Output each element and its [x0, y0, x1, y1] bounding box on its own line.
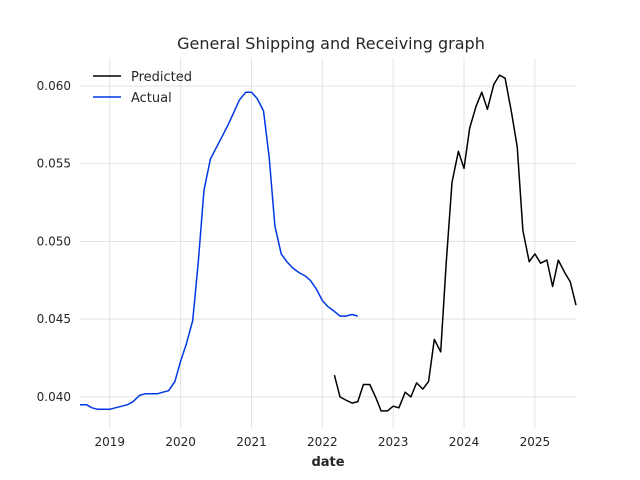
- y-tick-label: 0.045: [37, 312, 71, 326]
- chart-title: General Shipping and Receiving graph: [177, 34, 485, 53]
- legend-label-actual: Actual: [131, 91, 172, 106]
- y-tick-label: 0.060: [37, 79, 71, 93]
- legend: Predicted Actual: [93, 70, 192, 106]
- x-tick-label: 2019: [94, 435, 125, 449]
- x-axis-label: date: [311, 455, 344, 470]
- x-tick-label: 2020: [165, 435, 196, 449]
- y-axis-ticks: 0.040 0.045 0.050 0.055 0.060: [37, 79, 71, 404]
- legend-label-predicted: Predicted: [131, 70, 192, 85]
- x-tick-label: 2022: [307, 435, 338, 449]
- x-tick-label: 2023: [378, 435, 409, 449]
- series-line-predicted: [333, 74, 577, 412]
- series-line-actual: [80, 91, 359, 411]
- y-tick-label: 0.050: [37, 234, 71, 248]
- grid: [80, 58, 576, 428]
- x-tick-label: 2021: [236, 435, 267, 449]
- series-lines: [80, 74, 577, 412]
- y-tick-label: 0.040: [37, 390, 71, 404]
- x-axis-ticks: 2019 2020 2021 2022 2023 2024 2025: [94, 435, 550, 449]
- x-tick-label: 2024: [449, 435, 480, 449]
- y-tick-label: 0.055: [37, 157, 71, 171]
- x-tick-label: 2025: [520, 435, 551, 449]
